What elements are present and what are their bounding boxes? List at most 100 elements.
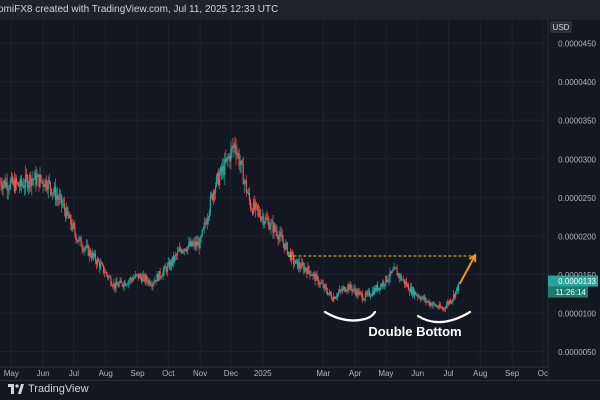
candle-body xyxy=(369,295,372,297)
candle-body xyxy=(79,237,81,239)
candle-body xyxy=(273,224,275,233)
candle-body xyxy=(101,263,103,265)
x-tick-label: May xyxy=(4,369,19,378)
candle-body xyxy=(38,174,40,187)
candle-body xyxy=(236,153,238,155)
candle-body xyxy=(217,172,220,186)
candle-body xyxy=(317,276,319,285)
candle-body xyxy=(243,180,245,185)
candle-body xyxy=(138,274,141,279)
candle-body xyxy=(3,180,5,184)
candle-body xyxy=(352,289,354,292)
candle-body xyxy=(41,180,43,182)
candle-body xyxy=(457,287,459,291)
candle-body xyxy=(229,156,231,162)
candle-body xyxy=(449,300,452,303)
candlestick-series xyxy=(0,136,460,312)
y-axis[interactable]: 0.0000450 0.0000400 0.0000350 0.0000300 0.00… xyxy=(547,0,600,380)
candle-body xyxy=(412,288,415,296)
candle-body xyxy=(332,296,335,302)
x-axis[interactable]: May Jun Jul Aug Sep Oct Nov Dec 2025 Mar Apr May Jun… xyxy=(0,366,548,380)
candle-body xyxy=(152,283,154,287)
y-tick-label: 0.0000300 xyxy=(558,155,596,164)
candle-body xyxy=(414,291,416,296)
candle-body xyxy=(13,180,15,192)
candle-body xyxy=(163,266,165,271)
candle-body xyxy=(153,282,155,284)
candle-body xyxy=(368,291,371,297)
candle-body xyxy=(213,191,216,194)
candle-body xyxy=(323,285,325,288)
candle-body xyxy=(316,274,318,277)
candle-body xyxy=(97,259,100,262)
candle-body xyxy=(125,284,127,286)
candle-body xyxy=(246,191,248,193)
candle-body xyxy=(433,302,435,305)
currency-badge xyxy=(550,21,572,33)
x-axis-background xyxy=(0,367,548,380)
candle-body xyxy=(190,241,192,246)
x-tick-label: 2025 xyxy=(254,369,272,378)
candle-body xyxy=(220,167,222,175)
candle-body xyxy=(310,275,312,277)
candle-body xyxy=(384,284,386,286)
candle-body xyxy=(44,179,46,188)
candle-body xyxy=(239,164,241,166)
candle-body xyxy=(127,281,129,285)
candle-body xyxy=(225,159,227,162)
candle-body xyxy=(195,241,197,247)
candle-body xyxy=(275,230,277,232)
candle-body xyxy=(231,146,233,149)
candle-body xyxy=(364,293,366,300)
candle-body xyxy=(425,297,427,302)
candle-body xyxy=(430,302,432,306)
candle-body xyxy=(263,216,265,225)
candle-body xyxy=(46,187,48,190)
candle-body xyxy=(107,274,109,278)
candle-body xyxy=(137,273,140,279)
candle-body xyxy=(206,219,208,225)
candle-body xyxy=(21,185,24,186)
candle-body xyxy=(196,241,198,246)
candle-body xyxy=(233,144,235,148)
candle-body xyxy=(400,275,402,280)
candle-body xyxy=(133,277,136,279)
candle-body xyxy=(298,262,300,269)
candle-body xyxy=(278,235,280,240)
candle-body xyxy=(304,267,306,272)
last-price-label: 0.0000133 xyxy=(558,277,596,286)
candle-body xyxy=(342,288,344,291)
candle-body xyxy=(390,271,392,273)
candle-body xyxy=(424,297,426,300)
candle-body xyxy=(363,299,365,301)
candle-body xyxy=(268,220,270,230)
candle-body xyxy=(128,280,130,282)
candle-body xyxy=(276,231,278,237)
candle-body xyxy=(349,284,351,290)
candle-body xyxy=(408,290,411,293)
candle-body xyxy=(12,180,14,184)
candle-body xyxy=(131,279,133,281)
candle-body xyxy=(99,263,102,268)
candle-body xyxy=(185,248,187,251)
candle-body xyxy=(405,281,408,286)
candle-body xyxy=(356,290,358,296)
candle-body xyxy=(88,250,90,256)
x-tick-label: Apr xyxy=(349,369,362,378)
candle-body xyxy=(375,287,377,291)
candle-body xyxy=(444,308,446,309)
candle-body xyxy=(103,265,105,273)
candle-body xyxy=(283,243,285,250)
candle-body xyxy=(321,283,323,285)
candle-body xyxy=(318,284,320,285)
candle-body xyxy=(438,304,440,308)
candle-body xyxy=(324,285,326,288)
candle-body xyxy=(234,144,236,148)
tradingview-logo[interactable]: TradingView xyxy=(8,383,89,395)
candle-body xyxy=(394,267,396,269)
candle-body xyxy=(121,282,123,286)
candle-body xyxy=(141,277,143,282)
candle-body xyxy=(95,261,98,265)
candle-body xyxy=(269,227,271,230)
